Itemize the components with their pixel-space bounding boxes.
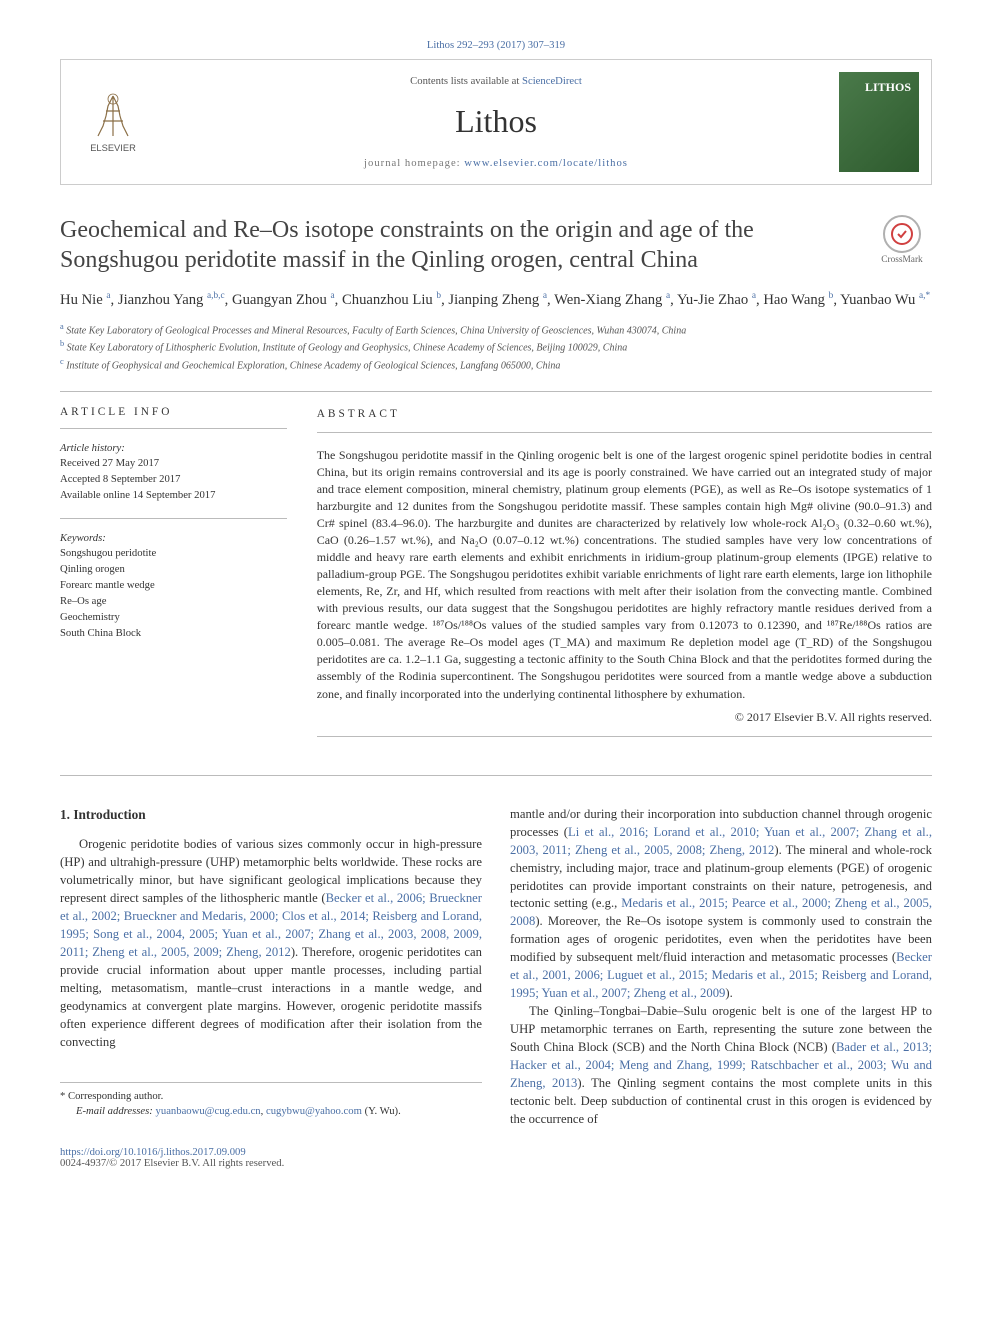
text: ). Therefore, orogenic peridotites can p…	[60, 945, 482, 1049]
top-citation: Lithos 292–293 (2017) 307–319	[60, 40, 932, 51]
doi-link[interactable]: https://doi.org/10.1016/j.lithos.2017.09…	[60, 1147, 246, 1158]
affiliation-link[interactable]: a	[666, 291, 670, 301]
authors-list: Hu Nie a, Jianzhou Yang a,b,c, Guangyan …	[60, 289, 932, 311]
history-item: Available online 14 September 2017	[60, 488, 287, 504]
affiliations-list: a State Key Laboratory of Geological Pro…	[60, 321, 932, 373]
author: Yu-Jie Zhao a	[677, 292, 756, 308]
affiliation-link[interactable]: b	[436, 291, 441, 301]
divider-line	[317, 432, 932, 433]
corresponding-name: (Y. Wu).	[365, 1106, 401, 1117]
affiliation-link[interactable]: a	[331, 291, 335, 301]
cover-text: LITHOS	[865, 80, 911, 95]
divider-line	[60, 428, 287, 429]
title-row: Geochemical and Re–Os isotope constraint…	[60, 215, 932, 275]
author: Jianping Zheng a	[448, 292, 547, 308]
affiliation: a State Key Laboratory of Geological Pro…	[60, 321, 932, 338]
crossmark-label: CrossMark	[872, 255, 932, 265]
page-footer: https://doi.org/10.1016/j.lithos.2017.09…	[60, 1147, 932, 1169]
history-list: Received 27 May 2017Accepted 8 September…	[60, 456, 287, 504]
affiliation-link[interactable]: a,*	[919, 291, 930, 301]
affiliation-link[interactable]: a	[106, 291, 110, 301]
history-item: Received 27 May 2017	[60, 456, 287, 472]
crossmark-icon	[883, 215, 921, 253]
article-title: Geochemical and Re–Os isotope constraint…	[60, 215, 852, 275]
keywords-label: Keywords:	[60, 533, 287, 544]
abstract-column: abstract The Songshugou peridotite massi…	[317, 406, 932, 751]
publisher-name: ELSEVIER	[90, 143, 136, 153]
history-label: Article history:	[60, 443, 287, 454]
email-label: E-mail addresses:	[76, 1106, 156, 1117]
article-info-heading: article info	[60, 406, 287, 418]
author: Chuanzhou Liu b	[342, 292, 441, 308]
issn-copyright-line: 0024-4937/© 2017 Elsevier B.V. All right…	[60, 1158, 284, 1169]
abstract-heading: abstract	[317, 406, 932, 422]
keyword-item: Qinling orogen	[60, 562, 287, 578]
keyword-item: Re–Os age	[60, 594, 287, 610]
affiliation: c Institute of Geophysical and Geochemic…	[60, 356, 932, 373]
affiliation-link[interactable]: b	[829, 291, 834, 301]
history-item: Accepted 8 September 2017	[60, 472, 287, 488]
right-column: mantle and/or during their incorporation…	[510, 806, 932, 1130]
divider-line	[317, 736, 932, 737]
abstract-text: The Songshugou peridotite massif in the …	[317, 447, 932, 702]
sciencedirect-link[interactable]: ScienceDirect	[522, 76, 582, 87]
homepage-label: journal homepage:	[364, 158, 464, 169]
divider-line	[60, 518, 287, 519]
divider-line	[60, 775, 932, 776]
author: Hu Nie a	[60, 292, 111, 308]
journal-name: Lithos	[153, 103, 839, 140]
email-link-2[interactable]: cugybwu@yahoo.com	[266, 1106, 362, 1117]
author: Wen-Xiang Zhang a	[554, 292, 670, 308]
contents-line: Contents lists available at ScienceDirec…	[153, 76, 839, 87]
divider-line	[60, 391, 932, 392]
affiliation-link[interactable]: a	[752, 291, 756, 301]
intro-para-1-cont: mantle and/or during their incorporation…	[510, 806, 932, 1004]
author: Jianzhou Yang a,b,c	[118, 292, 225, 308]
keyword-item: Songshugou peridotite	[60, 546, 287, 562]
crossmark-badge[interactable]: CrossMark	[872, 215, 932, 265]
affiliation-link[interactable]: a,b,c	[207, 291, 225, 301]
affiliation: b State Key Laboratory of Lithospheric E…	[60, 338, 932, 355]
body-columns: 1. Introduction Orogenic peridotite bodi…	[60, 806, 932, 1130]
corresponding-label: * Corresponding author.	[60, 1089, 482, 1104]
author: Guangyan Zhou a	[232, 292, 335, 308]
homepage-link[interactable]: www.elsevier.com/locate/lithos	[464, 158, 628, 169]
contents-text: Contents lists available at	[410, 76, 522, 87]
publisher-logo: ELSEVIER	[73, 82, 153, 162]
text: ). Moreover, the Re–Os isotope system is…	[510, 914, 932, 964]
header-center: Contents lists available at ScienceDirec…	[153, 76, 839, 169]
abstract-copyright: © 2017 Elsevier B.V. All rights reserved…	[317, 709, 932, 726]
article-info-column: article info Article history: Received 2…	[60, 406, 287, 751]
text: ).	[725, 986, 732, 1000]
corresponding-author-note: * Corresponding author. E-mail addresses…	[60, 1082, 482, 1119]
section-heading-introduction: 1. Introduction	[60, 806, 482, 825]
intro-para-1: Orogenic peridotite bodies of various si…	[60, 836, 482, 1052]
info-abstract-row: article info Article history: Received 2…	[60, 406, 932, 751]
journal-cover-thumbnail: LITHOS	[839, 72, 919, 172]
left-column: 1. Introduction Orogenic peridotite bodi…	[60, 806, 482, 1130]
crossmark-circle-icon	[890, 222, 914, 246]
email-link-1[interactable]: yuanbaowu@cug.edu.cn	[156, 1106, 261, 1117]
author: Hao Wang b	[763, 292, 833, 308]
elsevier-tree-icon	[88, 91, 138, 141]
homepage-line: journal homepage: www.elsevier.com/locat…	[153, 158, 839, 169]
keywords-list: Songshugou peridotiteQinling orogenForea…	[60, 546, 287, 642]
keyword-item: South China Block	[60, 626, 287, 642]
keyword-item: Forearc mantle wedge	[60, 578, 287, 594]
journal-header-box: ELSEVIER Contents lists available at Sci…	[60, 59, 932, 185]
intro-para-2: The Qinling–Tongbai–Dabie–Sulu orogenic …	[510, 1003, 932, 1129]
affiliation-link[interactable]: a	[543, 291, 547, 301]
keyword-item: Geochemistry	[60, 610, 287, 626]
author: Yuanbao Wu a,*	[840, 292, 930, 308]
